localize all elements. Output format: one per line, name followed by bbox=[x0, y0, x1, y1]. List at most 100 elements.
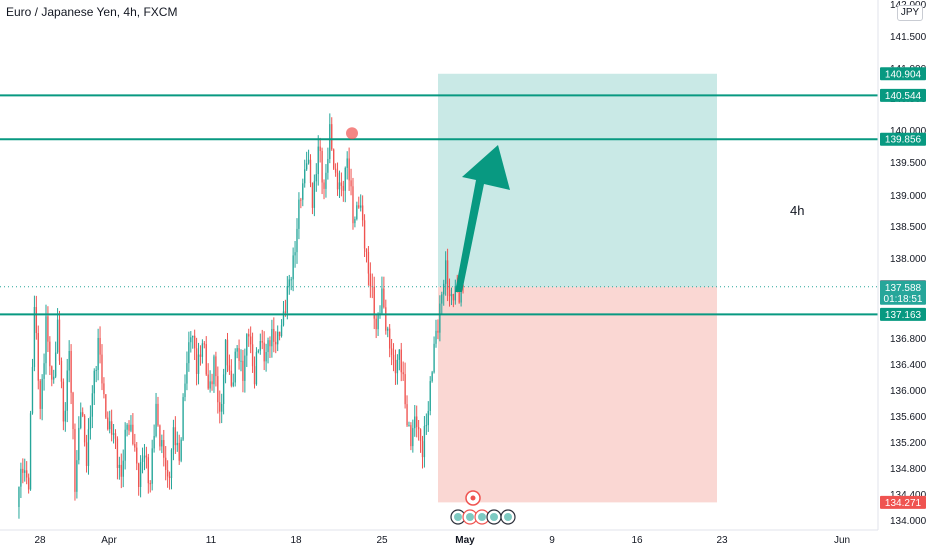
time-tick-label: 16 bbox=[631, 535, 643, 546]
candle-body bbox=[431, 372, 433, 382]
candle-body bbox=[267, 340, 269, 353]
candle-body bbox=[120, 464, 122, 477]
candle-body bbox=[296, 228, 298, 253]
candle-body bbox=[275, 341, 277, 345]
candle-body bbox=[309, 159, 312, 184]
candle-body bbox=[228, 365, 231, 371]
price-tick-label: 139.500 bbox=[890, 158, 927, 169]
candle-body bbox=[437, 330, 439, 333]
stop-price-tag-bg bbox=[880, 495, 926, 509]
candle-body bbox=[388, 328, 391, 349]
candle-body bbox=[197, 354, 200, 374]
candle-body bbox=[91, 393, 94, 417]
candle-body bbox=[361, 205, 364, 221]
candle-body bbox=[460, 284, 462, 303]
candle-body bbox=[139, 461, 142, 487]
candle-body bbox=[192, 335, 194, 338]
timeframe-annotation: 4h bbox=[790, 203, 805, 218]
candle-body bbox=[284, 311, 287, 313]
candle-body bbox=[20, 468, 22, 487]
candle-body bbox=[103, 383, 105, 395]
candle-body bbox=[400, 349, 402, 373]
candle-body bbox=[363, 220, 366, 249]
current-price-tag: 137.588 bbox=[885, 283, 922, 294]
chart-title: Euro / Japanese Yen, 4h, FXCM bbox=[6, 5, 178, 19]
candle-body bbox=[87, 429, 90, 466]
candle-body bbox=[406, 404, 408, 426]
candle-body bbox=[419, 429, 422, 442]
candle-body bbox=[49, 341, 51, 367]
target-price-tag-bg bbox=[880, 67, 926, 81]
candle-body bbox=[373, 286, 375, 319]
candle-body bbox=[385, 307, 387, 331]
candle-body bbox=[458, 291, 460, 303]
time-tick-label: Apr bbox=[101, 535, 117, 546]
candle-body bbox=[305, 163, 308, 170]
candle-body bbox=[203, 343, 205, 345]
candle-body bbox=[375, 318, 377, 330]
arrow-up-icon[interactable] bbox=[455, 145, 510, 292]
candle-body bbox=[286, 286, 289, 313]
candle-body bbox=[421, 441, 424, 458]
candle-body bbox=[109, 421, 111, 430]
candle-body bbox=[302, 183, 304, 200]
candle-body bbox=[338, 182, 341, 190]
candle-body bbox=[248, 334, 250, 337]
candle-body bbox=[444, 260, 447, 284]
candle-body bbox=[402, 372, 404, 375]
candle-body bbox=[234, 351, 236, 383]
candle-body bbox=[188, 342, 190, 364]
price-tick-label: 136.000 bbox=[890, 386, 927, 397]
candle-body bbox=[429, 381, 431, 411]
candle-body bbox=[221, 403, 223, 412]
level-price-tag-bg bbox=[880, 132, 926, 146]
candle-body bbox=[255, 352, 258, 385]
candle-body bbox=[145, 455, 148, 458]
stop-zone[interactable] bbox=[438, 286, 717, 503]
level-price-tag: 139.856 bbox=[885, 135, 922, 146]
candle-body bbox=[242, 360, 244, 381]
candle-body bbox=[408, 425, 410, 427]
candle-body bbox=[452, 294, 455, 301]
candle-body bbox=[207, 374, 209, 389]
candle-body bbox=[396, 359, 399, 374]
candle-body bbox=[141, 458, 144, 462]
candle-body bbox=[327, 158, 329, 173]
candle-body bbox=[321, 150, 323, 183]
candle-body bbox=[313, 181, 316, 208]
candle-body bbox=[132, 424, 134, 445]
news-event-icon-fill bbox=[490, 513, 498, 521]
candle-body bbox=[64, 410, 66, 422]
candle-body bbox=[165, 457, 167, 470]
candle-body bbox=[151, 448, 153, 484]
candle-body bbox=[236, 348, 238, 352]
candle-body bbox=[398, 349, 400, 360]
candle-body bbox=[178, 442, 180, 461]
candle-body bbox=[277, 331, 279, 345]
price-tick-label: 135.600 bbox=[890, 412, 927, 423]
candle-body bbox=[122, 460, 124, 477]
candle-body bbox=[394, 359, 397, 374]
currency-label[interactable]: JPY bbox=[897, 5, 923, 21]
candle-body bbox=[39, 380, 41, 409]
candle-body bbox=[163, 440, 165, 458]
candle-body bbox=[454, 286, 456, 301]
candle-body bbox=[450, 294, 453, 297]
candle-body bbox=[201, 343, 204, 357]
candle-body bbox=[226, 339, 229, 366]
candle-body bbox=[298, 199, 300, 229]
candle-body bbox=[62, 381, 65, 422]
candle-body bbox=[404, 374, 406, 405]
candle-body bbox=[174, 427, 177, 446]
news-event-icon-fill bbox=[454, 513, 462, 521]
candle-body bbox=[446, 260, 449, 290]
candle-body bbox=[360, 205, 362, 208]
candle-body bbox=[83, 415, 86, 443]
candle-body bbox=[358, 205, 360, 208]
candle-body bbox=[350, 180, 352, 187]
time-tick-label: 28 bbox=[34, 535, 46, 546]
candle-body bbox=[41, 378, 43, 409]
candle-body bbox=[76, 460, 78, 492]
candle-body bbox=[161, 440, 163, 447]
